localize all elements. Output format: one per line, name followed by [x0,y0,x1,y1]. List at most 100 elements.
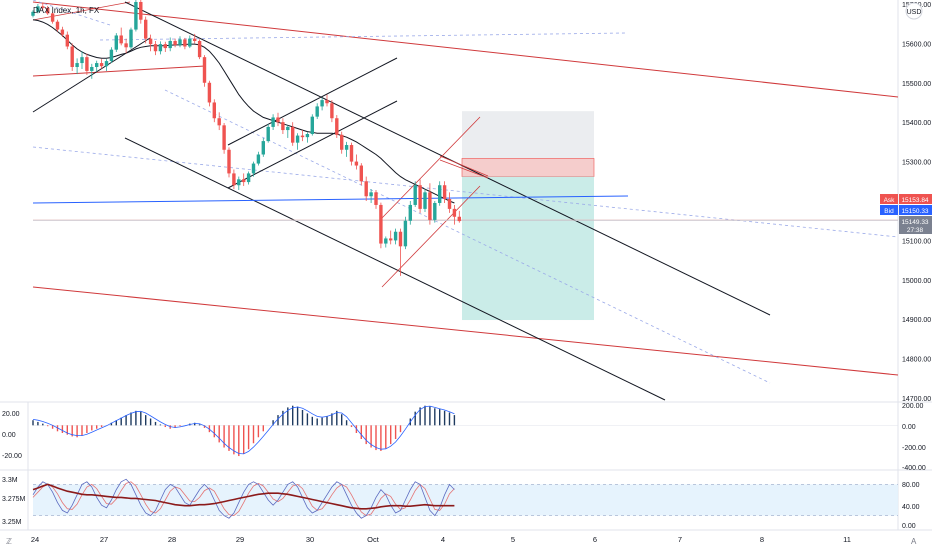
candle [104,59,109,71]
time-axis[interactable]: 24 27 28 29 30 Oct 4 5 6 7 8 11 [31,535,851,544]
stochastic-right-tick: 40.00 [902,504,920,511]
candle [158,41,163,55]
bid-label: Bid [884,208,894,215]
candle [418,179,422,213]
candle-body [447,199,452,209]
candle-body [335,118,339,135]
candle [452,204,457,225]
dotted-line-left [32,0,111,26]
candle [428,183,432,225]
candle [124,38,128,54]
red-channel-upper [381,116,481,219]
oscillator-right-tick: 0.00 [902,424,916,431]
candle [276,112,280,127]
candle-body [232,173,236,186]
candle-body [398,231,403,247]
candle-body [349,145,354,162]
candle-body [153,44,158,52]
candle-body [212,102,216,119]
candle [148,34,153,52]
candle [295,133,300,150]
candle [114,33,118,53]
last-price-tag: 15149.33 27:38 [899,216,932,234]
candle-body [442,185,447,200]
candle-body [227,149,231,174]
candle [60,26,65,38]
candle [173,38,177,48]
candle-body [55,21,60,30]
red-channel-tip-b [439,159,489,179]
candle [168,37,172,52]
candle [31,10,35,18]
candle [403,216,408,250]
candle-body [50,13,55,22]
candle-body [90,67,94,71]
candle [266,124,270,143]
zoom-icon[interactable]: ℤ [6,537,12,546]
candle [374,189,378,209]
oscillator-left-tick: 20.00 [2,411,20,418]
candle-body [197,40,202,58]
red-channel-tip-a [439,155,489,177]
time-tick-label: 28 [168,535,176,544]
candle [349,142,354,166]
time-tick-label: 6 [593,535,597,544]
candle-body [428,192,432,220]
dotted-line-top [99,32,626,41]
candle-body [246,173,251,183]
candle [55,19,60,32]
price-tick-label: 14900.00 [902,317,931,324]
candle [359,163,363,186]
candles-layer [31,0,461,276]
black-channel-a [227,57,398,146]
candle [129,27,133,49]
candle-body [403,220,408,247]
currency-badge[interactable]: USD [905,2,923,20]
candle-body [163,44,167,49]
black-channel-lower [124,137,666,401]
price-tick-label: 15600.00 [902,41,931,48]
candle [197,39,202,60]
candle-body [119,35,123,44]
stop-loss-zone [461,158,595,177]
candle-body [109,49,114,62]
candle [246,171,251,185]
time-tick-label: 27 [100,535,108,544]
candle [222,122,226,154]
candle-body [183,39,187,47]
stochastic-left-tick: 3.25M [2,519,22,526]
stochastic-band [33,484,898,516]
candle [80,51,84,69]
auto-scale-icon[interactable]: A [911,537,917,546]
time-tick-label: 7 [678,535,682,544]
time-tick-label: 5 [511,535,515,544]
candle [398,228,403,276]
time-tick-label: 4 [441,535,445,544]
candle-body [393,231,398,241]
candle-body [291,126,295,143]
candle [438,181,442,206]
candle-body [281,122,285,131]
candle-body [305,134,310,138]
candle [232,169,236,190]
candle-body [207,82,212,103]
oscillator-right-tick: 200.00 [902,403,924,410]
candle [163,41,167,53]
candle [281,118,285,134]
candle-body [325,100,329,104]
candle-body [418,185,422,209]
time-tick-label: 11 [843,535,851,544]
time-tick-label: 29 [236,535,244,544]
candle-body [60,29,65,35]
black-channel-upper [124,1,771,316]
price-tick-label: 14800.00 [902,357,931,364]
candle [109,47,114,64]
candle-body [310,116,314,134]
bid-tag: Bid 15150.33 [880,205,932,215]
last-price: 15149.33 [901,219,928,226]
stochastic-right-tick: 80.00 [902,482,920,489]
candle [286,125,290,138]
candle-body [36,6,40,12]
